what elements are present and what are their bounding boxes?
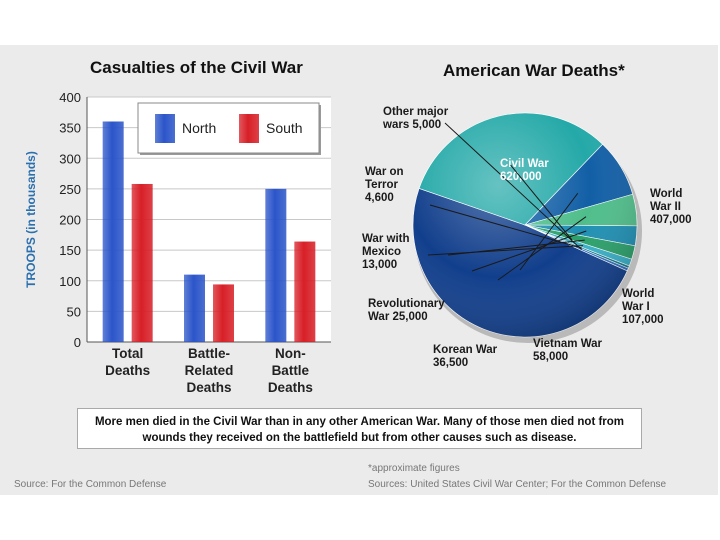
bar-chart-source: Source: For the Common Defense bbox=[14, 479, 167, 490]
pie-label: 4,600 bbox=[365, 192, 394, 204]
bar-south bbox=[131, 183, 153, 342]
pie-leader-line bbox=[427, 245, 584, 256]
x-category-label: Related bbox=[185, 363, 234, 378]
bar-north bbox=[184, 274, 205, 342]
pie-chart-title: American War Deaths* bbox=[443, 61, 625, 80]
bar-north bbox=[102, 121, 124, 342]
y-tick-label: 150 bbox=[59, 243, 81, 258]
pie-label: wars 5,000 bbox=[382, 119, 441, 131]
pie-leader-line bbox=[444, 122, 582, 250]
pie-leader-line bbox=[497, 216, 587, 281]
x-category-label: Deaths bbox=[186, 380, 231, 395]
y-tick-label: 0 bbox=[74, 335, 81, 350]
x-category-label: Battle bbox=[272, 363, 310, 378]
pie-highlight bbox=[413, 113, 637, 337]
pie-label: 58,000 bbox=[533, 351, 568, 363]
y-tick-label: 50 bbox=[67, 304, 81, 319]
y-tick-label: 350 bbox=[59, 121, 81, 136]
pie-label: War II bbox=[650, 201, 681, 213]
legend-label-south: South bbox=[266, 120, 303, 136]
approximate-footnote: *approximate figures bbox=[368, 463, 460, 474]
pie-label: 36,500 bbox=[433, 357, 468, 369]
summary-note: More men died in the Civil War than in a… bbox=[77, 408, 642, 449]
bar-south bbox=[294, 241, 316, 342]
pie-leader-line bbox=[471, 230, 587, 272]
pie-label: War with bbox=[362, 233, 410, 245]
pie-label: War on bbox=[365, 166, 404, 178]
bar-south bbox=[213, 284, 234, 342]
pie-label: World bbox=[650, 188, 682, 200]
pie-leader-line bbox=[447, 239, 585, 256]
x-category-label: Non- bbox=[275, 346, 306, 361]
pie-label: Other major bbox=[383, 106, 449, 118]
legend-swatch-south bbox=[239, 114, 259, 143]
x-category-label: Total bbox=[112, 346, 143, 361]
pie-label: Mexico bbox=[362, 246, 401, 258]
pie-label: War 25,000 bbox=[368, 311, 428, 323]
pie-label: Revolutionary bbox=[368, 298, 445, 310]
pie-label: Terror bbox=[365, 179, 399, 191]
bar-north bbox=[265, 188, 287, 342]
pie-label: 407,000 bbox=[650, 214, 692, 226]
pie-chart-source: Sources: United States Civil War Center;… bbox=[368, 479, 667, 490]
bar-chart-title: Casualties of the Civil War bbox=[90, 58, 303, 77]
legend-swatch-north bbox=[155, 114, 175, 143]
y-tick-label: 400 bbox=[59, 90, 81, 105]
pie-label: 107,000 bbox=[622, 314, 664, 326]
x-category-label: Deaths bbox=[268, 380, 313, 395]
pie-label: War I bbox=[622, 301, 650, 313]
pie-label: Civil War bbox=[500, 158, 549, 170]
pie-label: 13,000 bbox=[362, 259, 397, 271]
bar-chart: 0 50 100 150 200 250 300 350 400 TROOPS (in thous… bbox=[24, 90, 331, 395]
x-category-label: Deaths bbox=[105, 363, 150, 378]
legend-label-north: North bbox=[182, 120, 216, 136]
y-tick-label: 300 bbox=[59, 151, 81, 166]
pie-label: World bbox=[622, 288, 654, 300]
y-axis-label: TROOPS (in thousands) bbox=[24, 151, 38, 288]
y-tick-label: 100 bbox=[59, 274, 81, 289]
y-tick-label: 200 bbox=[59, 213, 81, 228]
pie-label: Vietnam War bbox=[533, 338, 603, 350]
y-tick-label: 250 bbox=[59, 182, 81, 197]
pie-label: Korean War bbox=[433, 344, 498, 356]
pie-leader-line bbox=[510, 164, 573, 241]
x-category-label: Battle- bbox=[188, 346, 230, 361]
